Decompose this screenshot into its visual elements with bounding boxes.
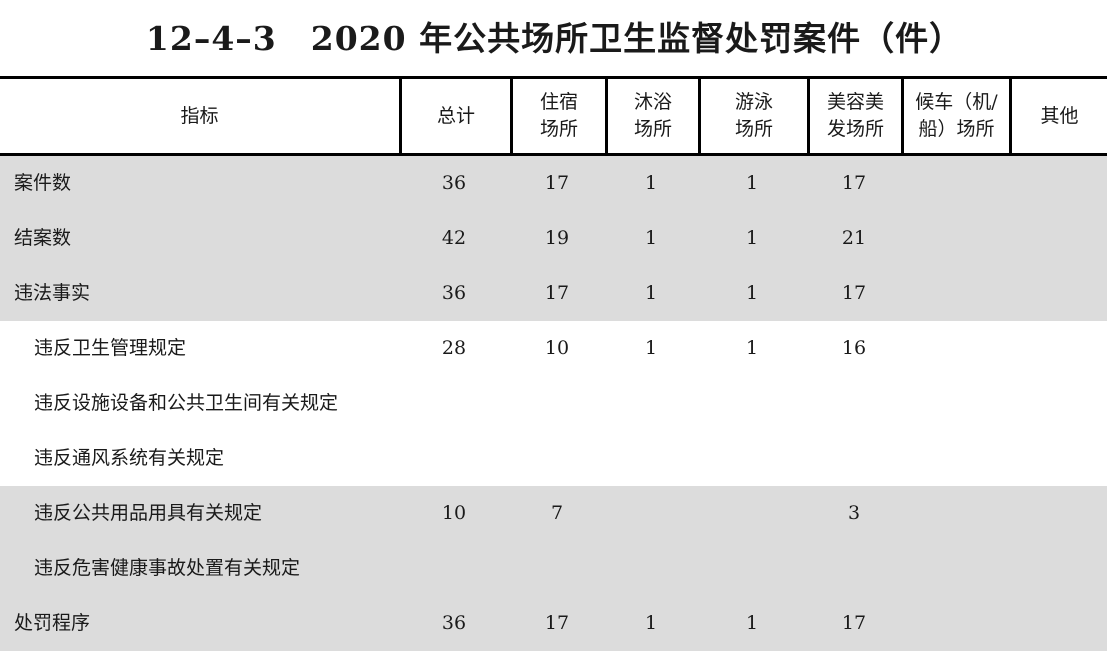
col-header-swim: 游泳 场所 — [698, 79, 807, 153]
cell-other — [1018, 431, 1098, 486]
cell-lodging — [517, 431, 597, 486]
cell-other — [1018, 486, 1098, 541]
row-label: 违反设施设备和公共卫生间有关规定 — [34, 392, 339, 414]
cell-other — [1018, 156, 1098, 211]
cell-beauty — [814, 376, 894, 431]
table-row: 违反通风系统有关规定 — [0, 431, 1107, 486]
cell-total — [414, 376, 494, 431]
col-header-indicator: 指标 — [180, 104, 219, 127]
cell-lodging: 17 — [544, 172, 570, 194]
cell-swim — [712, 431, 792, 486]
row-label: 结案数 — [14, 227, 72, 249]
table-row: 违反危害健康事故处置有关规定 — [0, 541, 1107, 596]
cell-bath — [611, 486, 691, 541]
col-header-other: 其他 — [1009, 79, 1107, 153]
cell-total: 36 — [441, 282, 467, 304]
col-header-bath: 沐浴 场所 — [605, 79, 698, 153]
cell-lodging — [517, 376, 597, 431]
table-row: 违反设施设备和公共卫生间有关规定 — [0, 376, 1107, 431]
cell-transit — [915, 596, 995, 651]
cell-beauty: 21 — [841, 227, 867, 249]
col-header-beauty: 美容美 发场所 — [807, 79, 901, 153]
cell-total: 36 — [441, 612, 467, 634]
col-header-total: 总计 — [399, 79, 510, 153]
row-label: 违法事实 — [14, 282, 91, 304]
cell-beauty — [814, 431, 894, 486]
cell-bath — [611, 541, 691, 596]
cell-bath: 1 — [644, 282, 658, 304]
cell-lodging — [517, 541, 597, 596]
cell-lodging: 17 — [544, 612, 570, 634]
cell-swim — [712, 376, 792, 431]
cell-beauty — [814, 541, 894, 596]
table-row: 处罚程序 36 17 1 1 17 — [0, 596, 1107, 651]
table-body: 案件数 36 17 1 1 17 结案数 42 19 1 1 21 违法事实 36 17 1 1 17 违反卫生管理… — [0, 156, 1107, 651]
cell-other — [1018, 321, 1098, 376]
row-label: 违反危害健康事故处置有关规定 — [34, 557, 301, 579]
cell-total: 28 — [441, 337, 467, 359]
cell-swim: 1 — [745, 612, 759, 634]
table-row: 违法事实 36 17 1 1 17 — [0, 266, 1107, 321]
cell-bath: 1 — [644, 227, 658, 249]
cell-total — [414, 431, 494, 486]
cell-swim: 1 — [745, 172, 759, 194]
cell-transit — [915, 321, 995, 376]
row-label: 案件数 — [14, 172, 72, 194]
cell-beauty: 16 — [841, 337, 867, 359]
cell-other — [1018, 211, 1098, 266]
cell-beauty: 3 — [847, 502, 861, 524]
cell-other — [1018, 376, 1098, 431]
cell-beauty: 17 — [841, 612, 867, 634]
data-table: 指标 总计 住宿 场所 沐浴 场所 游泳 场所 美容美 发场所 候车（机/船）场所 其他… — [0, 76, 1107, 651]
cell-lodging: 17 — [544, 282, 570, 304]
table-title: 12–4–3 2020 年公共场所卫生监督处罚案件（件） — [0, 12, 1109, 60]
cell-transit — [915, 541, 995, 596]
row-label: 违反公共用品用具有关规定 — [34, 502, 263, 524]
table-number: 12–4–3 — [145, 19, 277, 58]
col-header-transit: 候车（机/船）场所 — [901, 79, 1009, 153]
cell-total — [414, 541, 494, 596]
cell-bath: 1 — [644, 612, 658, 634]
table-row: 结案数 42 19 1 1 21 — [0, 211, 1107, 266]
cell-total: 42 — [441, 227, 467, 249]
cell-swim: 1 — [745, 337, 759, 359]
cell-total: 36 — [441, 172, 467, 194]
cell-other — [1018, 596, 1098, 651]
cell-transit — [915, 431, 995, 486]
cell-swim: 1 — [745, 227, 759, 249]
row-label: 违反卫生管理规定 — [34, 337, 187, 359]
cell-swim: 1 — [745, 282, 759, 304]
cell-total: 10 — [441, 502, 467, 524]
cell-lodging: 19 — [544, 227, 570, 249]
table-row: 违反卫生管理规定 28 10 1 1 16 — [0, 321, 1107, 376]
cell-transit — [915, 156, 995, 211]
cell-bath — [611, 376, 691, 431]
cell-lodging: 7 — [550, 502, 564, 524]
cell-bath — [611, 431, 691, 486]
col-header-lodging: 住宿 场所 — [510, 79, 605, 153]
cell-bath: 1 — [644, 337, 658, 359]
table-header: 指标 总计 住宿 场所 沐浴 场所 游泳 场所 美容美 发场所 候车（机/船）场所 其他 — [0, 76, 1107, 156]
row-label: 处罚程序 — [14, 612, 91, 634]
cell-beauty: 17 — [841, 172, 867, 194]
table-row: 违反公共用品用具有关规定 10 7 3 — [0, 486, 1107, 541]
cell-transit — [915, 376, 995, 431]
cell-lodging: 10 — [544, 337, 570, 359]
cell-other — [1018, 266, 1098, 321]
cell-transit — [915, 486, 995, 541]
cell-transit — [915, 211, 995, 266]
cell-bath: 1 — [644, 172, 658, 194]
cell-transit — [915, 266, 995, 321]
cell-swim — [712, 486, 792, 541]
cell-beauty: 17 — [841, 282, 867, 304]
table-title-text: 2020 年公共场所卫生监督处罚案件（件） — [310, 19, 964, 58]
table-row: 案件数 36 17 1 1 17 — [0, 156, 1107, 211]
cell-other — [1018, 541, 1098, 596]
cell-swim — [712, 541, 792, 596]
row-label: 违反通风系统有关规定 — [34, 447, 225, 469]
